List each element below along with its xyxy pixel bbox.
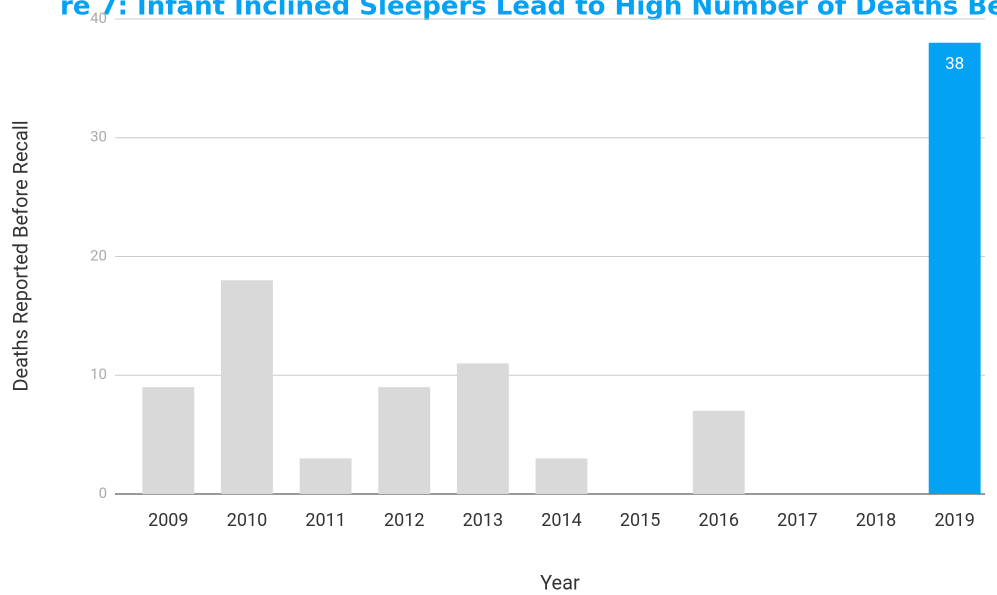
x-tick-label: 2019: [934, 510, 974, 531]
bar: [456, 363, 509, 494]
y-tick-label: 0: [99, 484, 107, 502]
bar: [142, 387, 195, 494]
y-tick-label: 10: [90, 365, 107, 383]
x-tick-label: 2013: [463, 510, 503, 531]
x-tick-label: 2015: [620, 510, 660, 531]
x-tick-label: 2009: [148, 510, 188, 531]
bar: [378, 387, 431, 494]
x-tick-label: 2017: [777, 510, 817, 531]
x-axis-label: Year: [540, 570, 580, 594]
x-tick-label: 2014: [541, 510, 581, 531]
data-label: 38: [945, 54, 964, 74]
y-tick-label: 20: [90, 246, 107, 264]
x-tick-label: 2011: [305, 510, 345, 531]
bar: [299, 458, 352, 494]
bar: [692, 410, 745, 494]
bar: [928, 42, 981, 494]
y-tick-label: 30: [90, 128, 107, 146]
bar: [221, 280, 273, 494]
x-tick-label: 2012: [384, 510, 424, 531]
y-tick-label: 40: [90, 9, 107, 27]
y-axis-label: Deaths Reported Before Recall: [8, 120, 32, 391]
x-tick-label: 2016: [699, 510, 739, 531]
chart-title: re 7: Infant Inclined Sleepers Lead to H…: [60, 0, 997, 22]
x-tick-label: 2010: [227, 510, 267, 531]
x-tick-label: 2018: [856, 510, 896, 531]
bar: [535, 458, 588, 494]
